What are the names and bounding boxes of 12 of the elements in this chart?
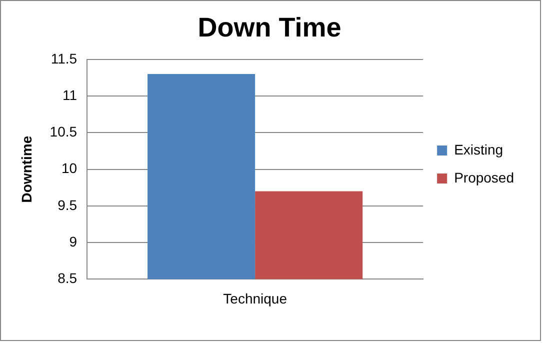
y-tick-label: 8.5 — [58, 270, 78, 286]
y-axis-title: Downtime — [18, 136, 34, 203]
legend-label: Existing — [454, 141, 504, 158]
legend-label: Proposed — [454, 169, 514, 186]
y-tick-label: 9.5 — [58, 196, 78, 213]
chart-title: Down Time — [198, 12, 342, 43]
y-tick-label: 11.5 — [50, 50, 78, 66]
y-tick-label: 10.5 — [50, 124, 78, 140]
y-tick-label: 9 — [69, 233, 78, 250]
y-tick-label: 11 — [62, 86, 78, 103]
x-tick-label: Technique — [223, 290, 288, 306]
y-tick-label: 10 — [61, 160, 78, 176]
